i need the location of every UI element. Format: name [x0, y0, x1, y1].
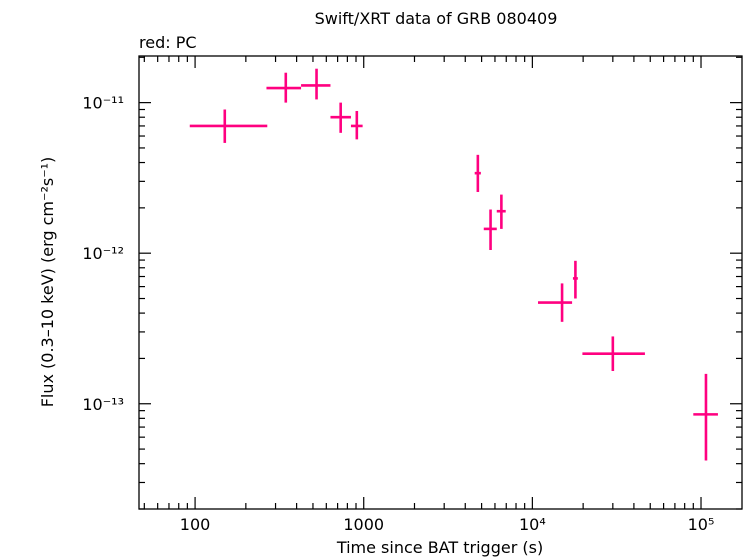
- tick-labels: 100 1000 10⁴ 10⁵ 10⁻¹¹ 10⁻¹² 10⁻¹³: [82, 94, 714, 534]
- data-point: [266, 72, 302, 103]
- data-point: [474, 154, 481, 192]
- x-tick-label: 10⁴: [519, 515, 546, 534]
- x-tick-label: 1000: [343, 515, 384, 534]
- x-tick-label: 10⁵: [688, 515, 715, 534]
- data-point: [572, 260, 578, 299]
- data-point: [538, 283, 573, 322]
- y-tick-label: 10⁻¹³: [82, 395, 124, 414]
- data-point: [693, 373, 718, 461]
- chart-subtitle: red: PC: [139, 33, 197, 52]
- data-point: [496, 194, 506, 229]
- x-tick-label: 100: [180, 515, 211, 534]
- x-axis-label: Time since BAT trigger (s): [336, 538, 543, 557]
- data-point: [330, 102, 351, 133]
- y-axis-label: Flux (0.3–10 keV) (erg cm⁻²s⁻¹): [38, 157, 57, 408]
- y-tick-label: 10⁻¹¹: [82, 94, 124, 113]
- data-points: [189, 68, 718, 461]
- plot-area: [138, 55, 743, 510]
- data-point: [189, 109, 268, 143]
- y-tick-label: 10⁻¹²: [82, 244, 124, 263]
- data-point: [582, 336, 645, 372]
- data-point: [483, 209, 497, 250]
- data-point: [350, 110, 363, 140]
- axis-ticks: [139, 56, 742, 510]
- chart-title: Swift/XRT data of GRB 080409: [315, 9, 558, 28]
- data-point: [301, 68, 331, 100]
